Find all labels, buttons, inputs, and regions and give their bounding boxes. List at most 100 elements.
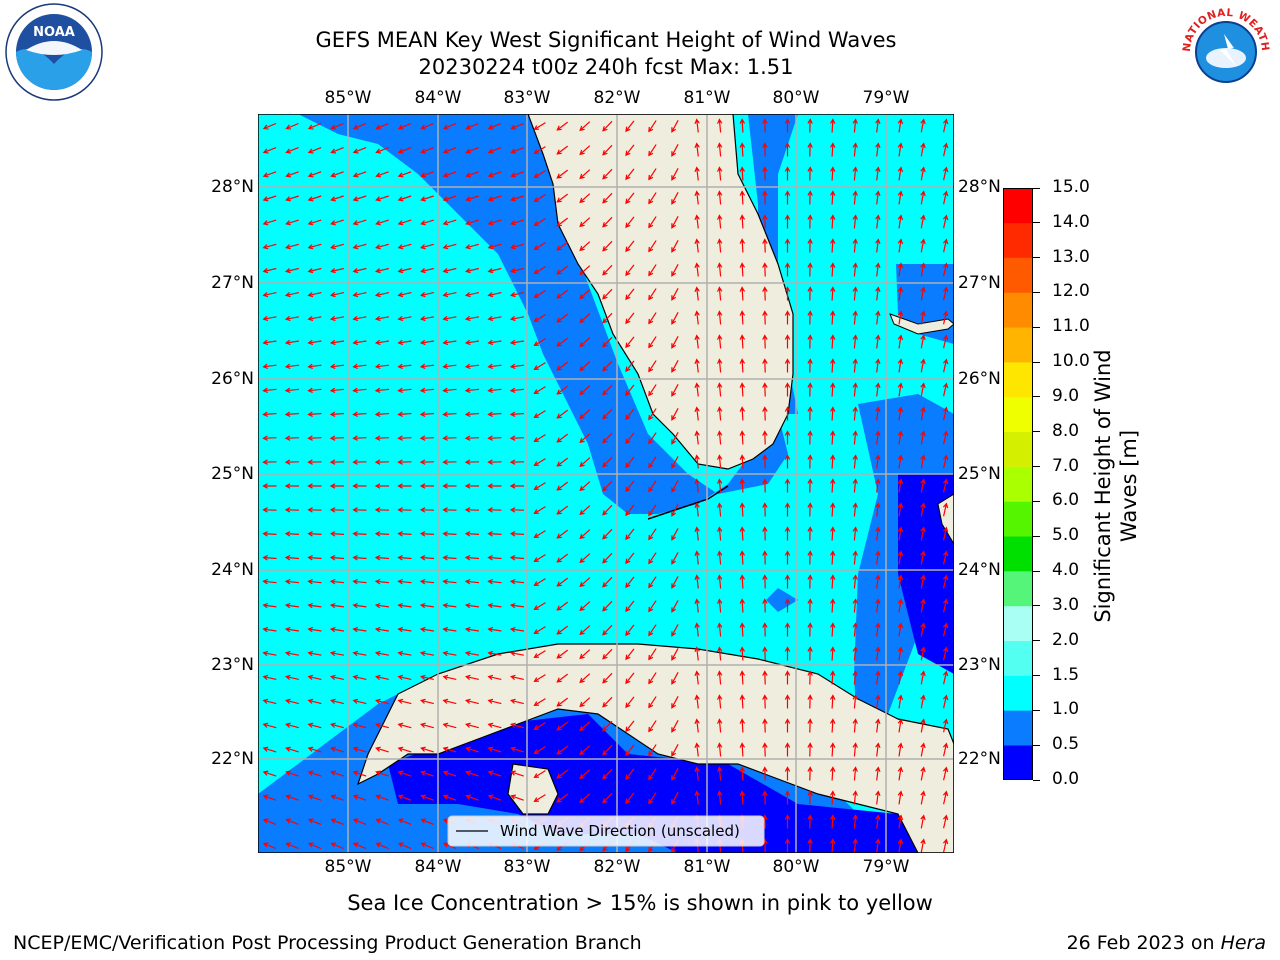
- grand-bahama: [889, 313, 954, 335]
- wind-wave-arrow: [875, 430, 881, 445]
- wind-wave-arrow: [694, 694, 700, 709]
- wind-wave-arrow: [875, 502, 881, 517]
- wind-wave-arrow: [375, 147, 389, 154]
- wind-wave-arrow: [717, 166, 723, 181]
- wind-wave-arrow: [829, 646, 836, 661]
- wind-wave-arrow: [465, 243, 479, 250]
- wind-wave-arrow: [897, 646, 904, 661]
- wind-wave-arrow: [648, 456, 657, 469]
- wind-wave-arrow: [762, 382, 768, 397]
- nws-logo: NATIONAL WEATHER SERVICE: [1176, 2, 1273, 99]
- wind-wave-arrow: [509, 698, 524, 705]
- wind-wave-arrow: [648, 552, 657, 565]
- wind-wave-arrow: [852, 406, 858, 421]
- wind-wave-arrow: [625, 456, 635, 469]
- wind-wave-arrow: [829, 382, 836, 397]
- wind-wave-arrow: [442, 602, 457, 609]
- wind-wave-arrow: [262, 147, 277, 154]
- wind-wave-arrow: [807, 334, 813, 349]
- wind-wave-arrow: [262, 818, 277, 825]
- wind-wave-arrow: [829, 742, 836, 757]
- wind-wave-arrow: [602, 768, 613, 780]
- wind-wave-arrow: [420, 722, 434, 729]
- wind-wave-arrow: [920, 670, 926, 685]
- wind-wave-arrow: [762, 406, 768, 421]
- wind-wave-arrow: [579, 457, 591, 468]
- wind-wave-arrow: [739, 238, 746, 253]
- wind-wave-arrow: [829, 574, 836, 589]
- lon-tick-bottom: 81°W: [683, 857, 731, 877]
- wind-wave-arrow: [330, 171, 344, 178]
- wind-wave-arrow: [942, 286, 949, 301]
- colorbar-band: [1003, 327, 1033, 363]
- wind-wave-arrow: [897, 334, 904, 349]
- wind-wave-arrow: [897, 262, 904, 277]
- wind-wave-arrow: [510, 794, 524, 801]
- wind-wave-arrow: [942, 718, 949, 733]
- wind-wave-arrow: [897, 358, 904, 373]
- wind-wave-arrow: [509, 507, 525, 513]
- wind-wave-arrow: [875, 262, 881, 277]
- wind-wave-arrow: [556, 625, 569, 635]
- wind-wave-arrow: [875, 718, 881, 733]
- wind-wave-arrow: [602, 600, 613, 612]
- wind-wave-arrow: [671, 264, 679, 277]
- wind-wave-arrow: [807, 118, 813, 133]
- wind-wave-arrow: [920, 430, 926, 445]
- wind-wave-arrow: [942, 262, 949, 277]
- wind-wave-arrow: [374, 315, 390, 322]
- wind-wave-arrow: [375, 122, 389, 130]
- wind-wave-arrow: [556, 337, 569, 347]
- wind-wave-arrow: [533, 578, 546, 587]
- wind-wave-arrow: [330, 770, 344, 777]
- colorbar-band: [1003, 571, 1033, 607]
- colorbar-tick-label: 15.0: [1052, 177, 1090, 197]
- wind-wave-arrow: [739, 190, 746, 205]
- wind-wave-arrow: [419, 339, 434, 346]
- wind-wave-arrow: [352, 578, 367, 585]
- sea-ice-note: Sea Ice Concentration > 15% is shown in …: [347, 891, 933, 915]
- wind-wave-arrow: [762, 310, 768, 325]
- wind-wave-arrow: [556, 289, 569, 299]
- wind-wave-arrow: [487, 122, 502, 130]
- wind-wave-arrow: [464, 578, 480, 585]
- wind-wave-arrow: [509, 674, 524, 681]
- wind-wave-arrow: [285, 818, 299, 825]
- wind-wave-arrow: [648, 216, 657, 229]
- wind-wave-arrow: [807, 262, 813, 277]
- wind-wave-arrow: [374, 435, 390, 441]
- wind-wave-arrow: [920, 238, 926, 253]
- wind-wave-arrow: [762, 262, 768, 277]
- wind-wave-arrow: [784, 718, 791, 733]
- wind-wave-arrow: [807, 478, 813, 493]
- wind-wave-arrow: [307, 602, 322, 609]
- wind-wave-arrow: [920, 766, 926, 781]
- wind-wave-arrow: [829, 478, 836, 493]
- wind-wave-arrow: [374, 602, 389, 609]
- wind-wave-arrow: [442, 531, 457, 537]
- wind-wave-arrow: [671, 288, 679, 301]
- wind-wave-arrow: [374, 578, 390, 585]
- wind-wave-arrow: [510, 746, 524, 753]
- wind-wave-arrow: [717, 598, 723, 613]
- colorbar-band: [1003, 362, 1033, 398]
- wind-wave-arrow: [330, 818, 344, 825]
- wind-wave-arrow: [694, 718, 700, 733]
- lat-tick-left: 24°N: [211, 560, 254, 580]
- wind-wave-arrow: [419, 291, 435, 298]
- wind-wave-arrow: [897, 550, 904, 565]
- wind-wave-arrow: [262, 770, 277, 777]
- wind-wave-arrow: [671, 216, 679, 229]
- wind-wave-arrow: [829, 190, 836, 205]
- wind-wave-arrow: [852, 790, 858, 805]
- wind-wave-arrow: [829, 766, 836, 781]
- wind-wave-arrow: [509, 363, 524, 370]
- wind-wave-arrow: [307, 794, 322, 801]
- wind-wave-arrow: [920, 454, 926, 469]
- colorbar-tick-mark: [1033, 187, 1040, 189]
- wind-wave-arrow: [487, 315, 502, 322]
- wind-wave-arrow: [420, 794, 434, 801]
- wind-wave-arrow: [442, 291, 457, 298]
- wind-wave-arrows: [262, 118, 949, 853]
- colorbar-tick-label: 1.0: [1052, 699, 1080, 720]
